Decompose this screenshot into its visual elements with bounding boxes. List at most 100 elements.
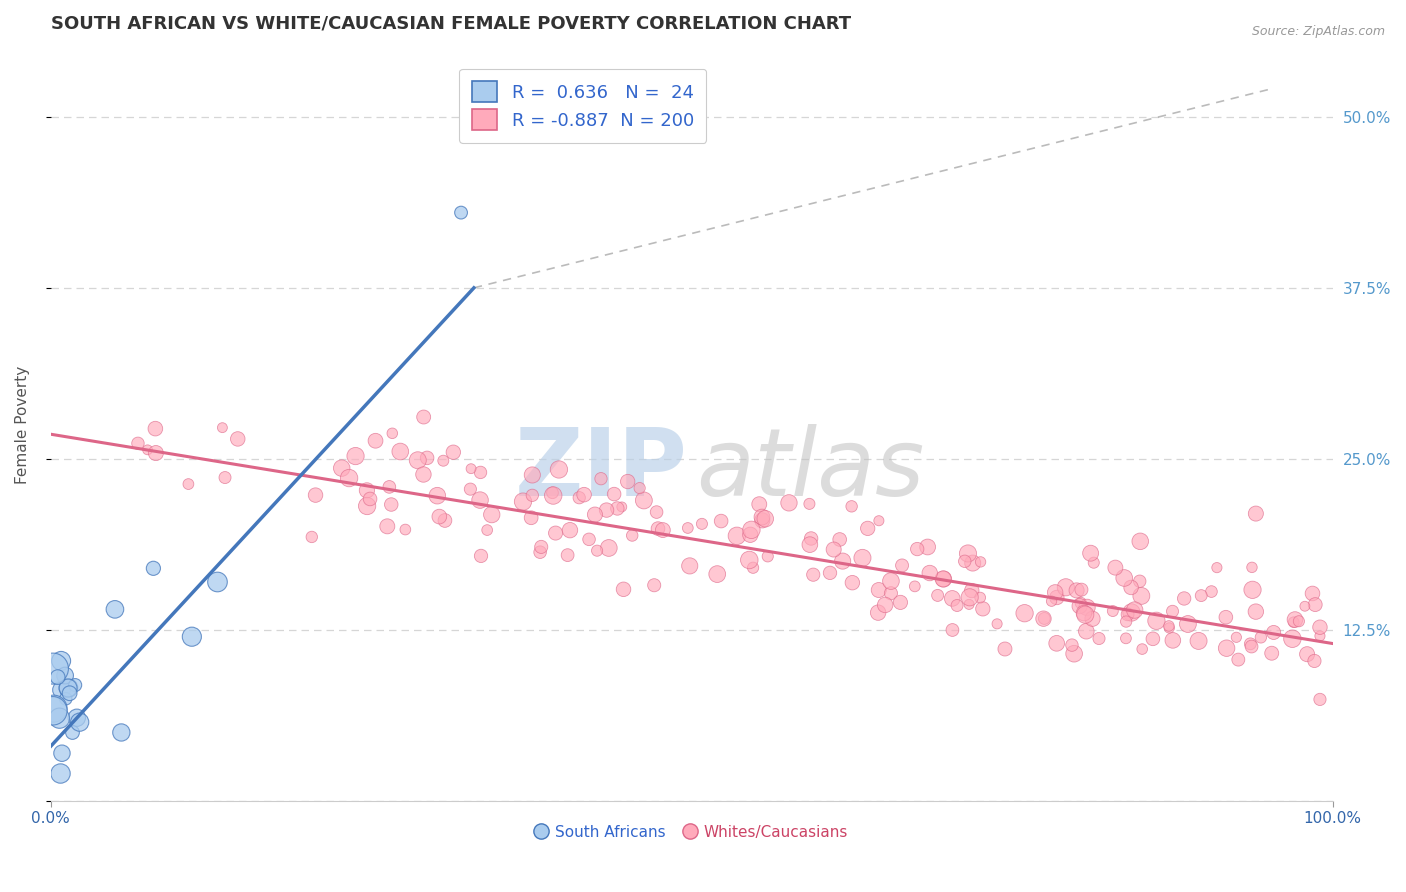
Text: Source: ZipAtlas.com: Source: ZipAtlas.com bbox=[1251, 25, 1385, 38]
Point bbox=[1296, 647, 1319, 661]
Point bbox=[1043, 585, 1066, 599]
Point bbox=[56, 681, 79, 695]
Point bbox=[568, 491, 591, 505]
Point bbox=[960, 583, 983, 598]
Point bbox=[868, 582, 890, 597]
Point bbox=[1123, 603, 1146, 617]
Point bbox=[375, 519, 398, 533]
Point bbox=[49, 766, 72, 780]
Point bbox=[628, 481, 651, 495]
Point bbox=[621, 528, 644, 542]
Point bbox=[778, 496, 800, 510]
Point bbox=[586, 543, 609, 558]
Point bbox=[42, 662, 65, 676]
Point bbox=[1060, 638, 1083, 652]
Point bbox=[55, 691, 77, 706]
Point bbox=[1083, 556, 1105, 570]
Point bbox=[1144, 614, 1167, 628]
Point bbox=[905, 542, 928, 557]
Point bbox=[616, 475, 638, 489]
Point bbox=[548, 462, 571, 476]
Point bbox=[851, 550, 873, 565]
Point bbox=[818, 566, 841, 580]
Point bbox=[304, 488, 326, 502]
Point bbox=[946, 599, 969, 613]
Point bbox=[1201, 584, 1223, 599]
Point bbox=[1130, 642, 1153, 657]
Point bbox=[1241, 582, 1264, 597]
Point bbox=[1081, 612, 1104, 626]
Point bbox=[389, 444, 412, 458]
Point bbox=[69, 715, 91, 730]
Point bbox=[969, 555, 991, 569]
Point bbox=[211, 420, 233, 434]
Point bbox=[1303, 654, 1326, 668]
Point bbox=[740, 523, 762, 537]
Point bbox=[738, 553, 761, 567]
Point bbox=[470, 549, 492, 563]
Point bbox=[1309, 692, 1331, 706]
Point bbox=[1225, 630, 1247, 644]
Point bbox=[953, 554, 976, 568]
Point bbox=[880, 586, 903, 600]
Point bbox=[49, 654, 72, 668]
Legend: South Africans, Whites/Caucasians: South Africans, Whites/Caucasians bbox=[529, 819, 855, 846]
Point bbox=[1114, 571, 1136, 585]
Point bbox=[520, 510, 543, 524]
Point bbox=[1227, 652, 1250, 666]
Point bbox=[651, 523, 673, 537]
Point bbox=[1189, 589, 1212, 603]
Point bbox=[1032, 612, 1054, 626]
Point bbox=[544, 526, 567, 541]
Point bbox=[1063, 647, 1085, 661]
Point bbox=[450, 205, 472, 219]
Point bbox=[856, 521, 879, 535]
Point bbox=[725, 529, 748, 543]
Point bbox=[1076, 600, 1098, 615]
Point bbox=[1301, 586, 1323, 600]
Point bbox=[1054, 580, 1077, 594]
Point bbox=[557, 548, 579, 562]
Point bbox=[917, 540, 939, 554]
Point bbox=[62, 725, 84, 739]
Point bbox=[986, 616, 1008, 631]
Point bbox=[301, 530, 323, 544]
Point bbox=[610, 500, 633, 514]
Point bbox=[1244, 605, 1267, 619]
Point bbox=[1240, 640, 1263, 654]
Point bbox=[1309, 629, 1331, 643]
Point bbox=[595, 503, 617, 517]
Text: atlas: atlas bbox=[696, 425, 924, 516]
Point bbox=[66, 711, 89, 725]
Point bbox=[46, 670, 69, 684]
Point bbox=[751, 513, 773, 527]
Point bbox=[957, 598, 980, 612]
Point bbox=[1046, 636, 1069, 650]
Point bbox=[356, 499, 378, 513]
Point bbox=[959, 591, 981, 605]
Point bbox=[433, 513, 456, 527]
Point bbox=[1303, 598, 1326, 612]
Point bbox=[606, 501, 628, 516]
Point bbox=[1250, 631, 1272, 645]
Point bbox=[145, 446, 167, 460]
Point bbox=[932, 572, 955, 586]
Point bbox=[572, 488, 595, 502]
Point bbox=[1119, 581, 1142, 595]
Point bbox=[207, 574, 229, 589]
Point bbox=[1033, 611, 1056, 625]
Point bbox=[1263, 625, 1285, 640]
Point bbox=[1239, 637, 1261, 651]
Text: ZIP: ZIP bbox=[515, 424, 688, 516]
Point bbox=[1014, 606, 1036, 620]
Point bbox=[706, 567, 728, 582]
Point bbox=[381, 426, 404, 441]
Point bbox=[1101, 604, 1123, 618]
Point bbox=[1260, 646, 1282, 660]
Point bbox=[460, 461, 482, 475]
Point bbox=[136, 442, 159, 457]
Point bbox=[994, 642, 1017, 657]
Point bbox=[104, 602, 127, 616]
Point bbox=[647, 522, 669, 536]
Point bbox=[1074, 607, 1097, 622]
